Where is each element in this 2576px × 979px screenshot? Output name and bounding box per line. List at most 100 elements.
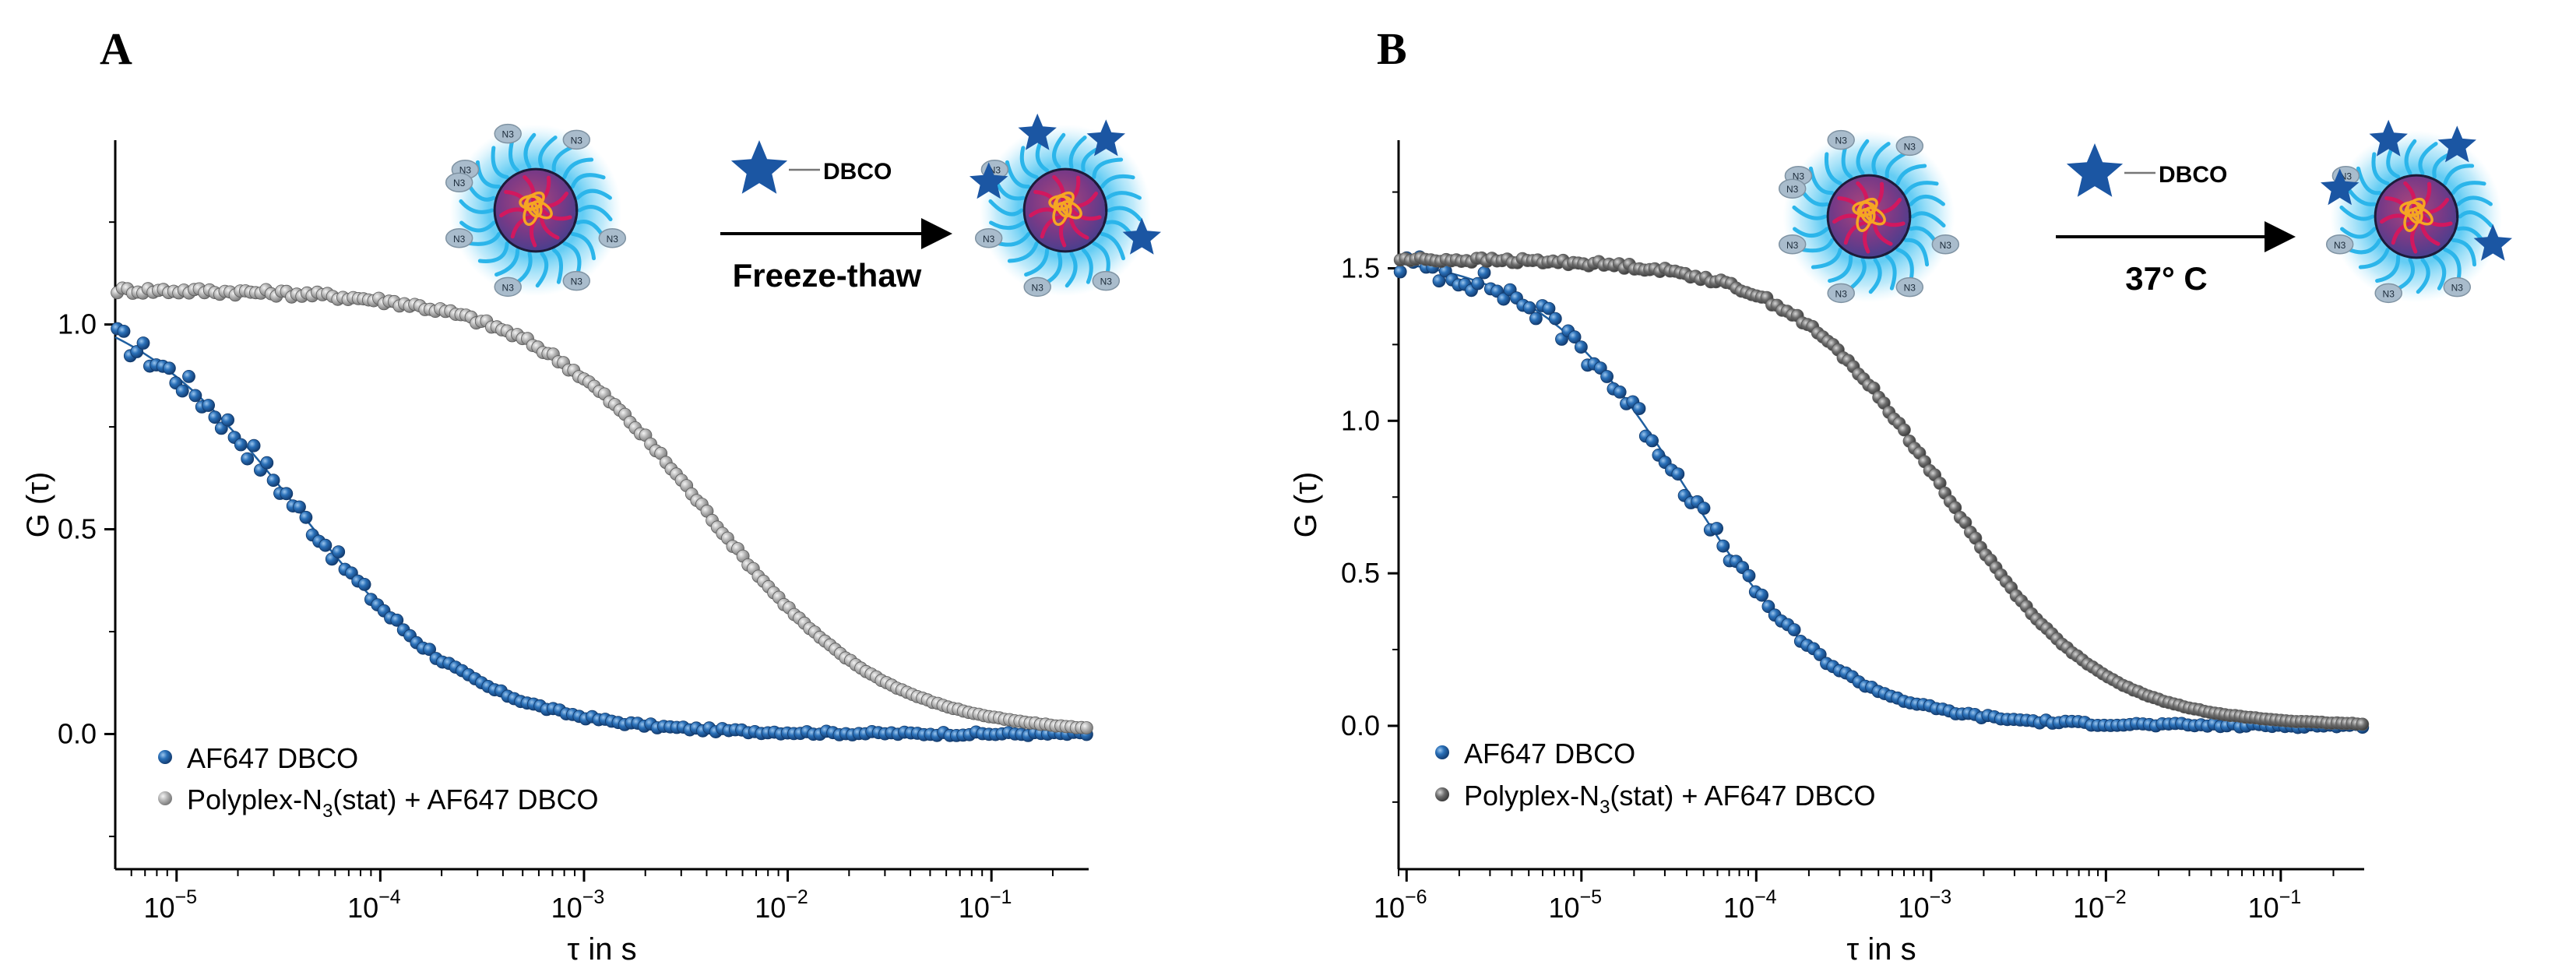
data-point-af647	[1568, 330, 1582, 344]
polymer-strand	[1107, 206, 1142, 222]
azide-group	[494, 276, 522, 298]
polymer-strand	[2451, 181, 2486, 195]
data-point-af647	[1697, 502, 1711, 515]
core-strand	[540, 208, 572, 221]
x-tick-label: 10−3	[551, 886, 605, 924]
data-point-af647	[260, 456, 274, 470]
core-strand	[2380, 213, 2412, 224]
data-point-af647	[208, 410, 222, 424]
data-point-af647	[1787, 623, 1801, 636]
core-strand	[1843, 220, 1867, 245]
legend-a: AF647 DBCO Polyplex-N3(stat) + AF647 DBC…	[158, 742, 599, 822]
polymer-strand	[1828, 254, 1853, 283]
data-point-af647	[221, 413, 235, 427]
azide-group	[598, 228, 627, 248]
cargo-coil	[2404, 197, 2426, 218]
y-tick-label: 0.5	[58, 513, 97, 545]
data-point-af647	[1529, 312, 1543, 326]
core-boundary-dashed	[1877, 174, 1912, 259]
polymer-strand	[2416, 258, 2430, 294]
data-point-af647	[1671, 467, 1685, 481]
polymer-strand	[570, 173, 606, 189]
azide-group	[974, 228, 1003, 248]
polymer-strand	[1856, 139, 1870, 175]
dye-star-icon	[970, 162, 1008, 199]
data-point-af647	[1471, 276, 1485, 291]
azide-label: N3	[1100, 276, 1113, 287]
polymer-strand	[562, 157, 594, 179]
data-point-af647	[136, 336, 150, 350]
data-point-polyplex	[1080, 721, 1093, 734]
data-point-af647	[1710, 522, 1724, 535]
x-tick-label: 10−4	[1723, 886, 1777, 924]
polymer-strand	[1092, 241, 1110, 275]
core-strand	[1040, 214, 1064, 239]
azide-group	[445, 228, 473, 248]
panel-label-b: B	[1377, 23, 1407, 74]
polymer-strand	[2432, 254, 2447, 291]
data-point-af647	[188, 389, 202, 403]
azide-label: N3	[1835, 288, 1848, 299]
fit-line-polyplex	[1399, 258, 2365, 725]
polymer-strand	[2443, 248, 2462, 281]
legend-marker-af647-a	[158, 750, 172, 764]
legend-b: AF647 DBCO Polyplex-N3(stat) + AF647 DBC…	[1435, 738, 1876, 818]
polymer-strand	[459, 199, 494, 214]
reaction-condition-label: 37° C	[2125, 260, 2208, 297]
data-point-af647	[318, 538, 333, 552]
polymer-strand	[2356, 166, 2382, 195]
panel-label-a: A	[100, 23, 132, 74]
azide-group	[494, 123, 522, 144]
y-tick-label: 0.0	[58, 717, 97, 749]
y-ticks-a: 1.0 0.5 0.0	[58, 221, 115, 837]
azide-label: N3	[502, 129, 515, 140]
core-strand	[1068, 192, 1099, 209]
polymer-strand	[1081, 248, 1093, 284]
legend-label-polyplex-b: Polyplex-N3(stat) + AF647 DBCO	[1464, 780, 1876, 818]
data-point-af647	[1393, 265, 1407, 279]
legend-marker-af647-b	[1435, 745, 1449, 759]
azide-group	[1827, 129, 1855, 150]
y-axis-label-a: G (τ)	[21, 472, 55, 538]
core-strand	[1872, 198, 1902, 215]
azide-group	[1827, 283, 1855, 304]
y-tick-label: 0.0	[1341, 710, 1380, 741]
polymer-strand	[2395, 258, 2415, 291]
azide-group	[562, 129, 591, 150]
cargo-coil	[523, 191, 545, 212]
core-boundary-dashed	[1073, 168, 1108, 252]
y-axis-label-b: G (τ)	[1289, 472, 1323, 538]
data-point-af647	[299, 510, 313, 524]
dye-star-icon	[1018, 113, 1057, 150]
x-tick-label: 10−2	[2073, 886, 2127, 924]
data-point-af647	[1632, 402, 1646, 415]
cargo-coil	[1052, 202, 1068, 226]
polymer-strand	[1811, 248, 1842, 269]
azide-label: N3	[1032, 282, 1044, 293]
dye-star-icon	[2473, 224, 2512, 261]
x-ticks-b: 10−6 10−5 10−4 10−3 10−2 10−1	[1374, 869, 2335, 924]
polymer-strand	[2346, 238, 2382, 255]
polymer-strand	[491, 146, 509, 179]
azide-group	[2374, 283, 2402, 304]
data-point-af647	[293, 500, 306, 514]
polymer-strand	[989, 220, 1026, 231]
azide-label: N3	[607, 234, 619, 245]
polymer-strand	[2458, 210, 2493, 228]
polymer-strand	[1884, 254, 1897, 291]
y-tick-label: 1.0	[1341, 404, 1380, 436]
polymer-strand	[1910, 211, 1946, 228]
polymer-strand	[1100, 174, 1135, 189]
x-tick-label: 10−5	[143, 886, 197, 924]
dye-star-icon	[2321, 168, 2360, 206]
legend-label-af647-a: AF647 DBCO	[187, 742, 358, 774]
azide-group	[445, 172, 473, 192]
y-tick-label: 0.5	[1341, 557, 1380, 589]
polymer-strand	[494, 248, 520, 277]
azide-label: N3	[1904, 141, 1916, 152]
